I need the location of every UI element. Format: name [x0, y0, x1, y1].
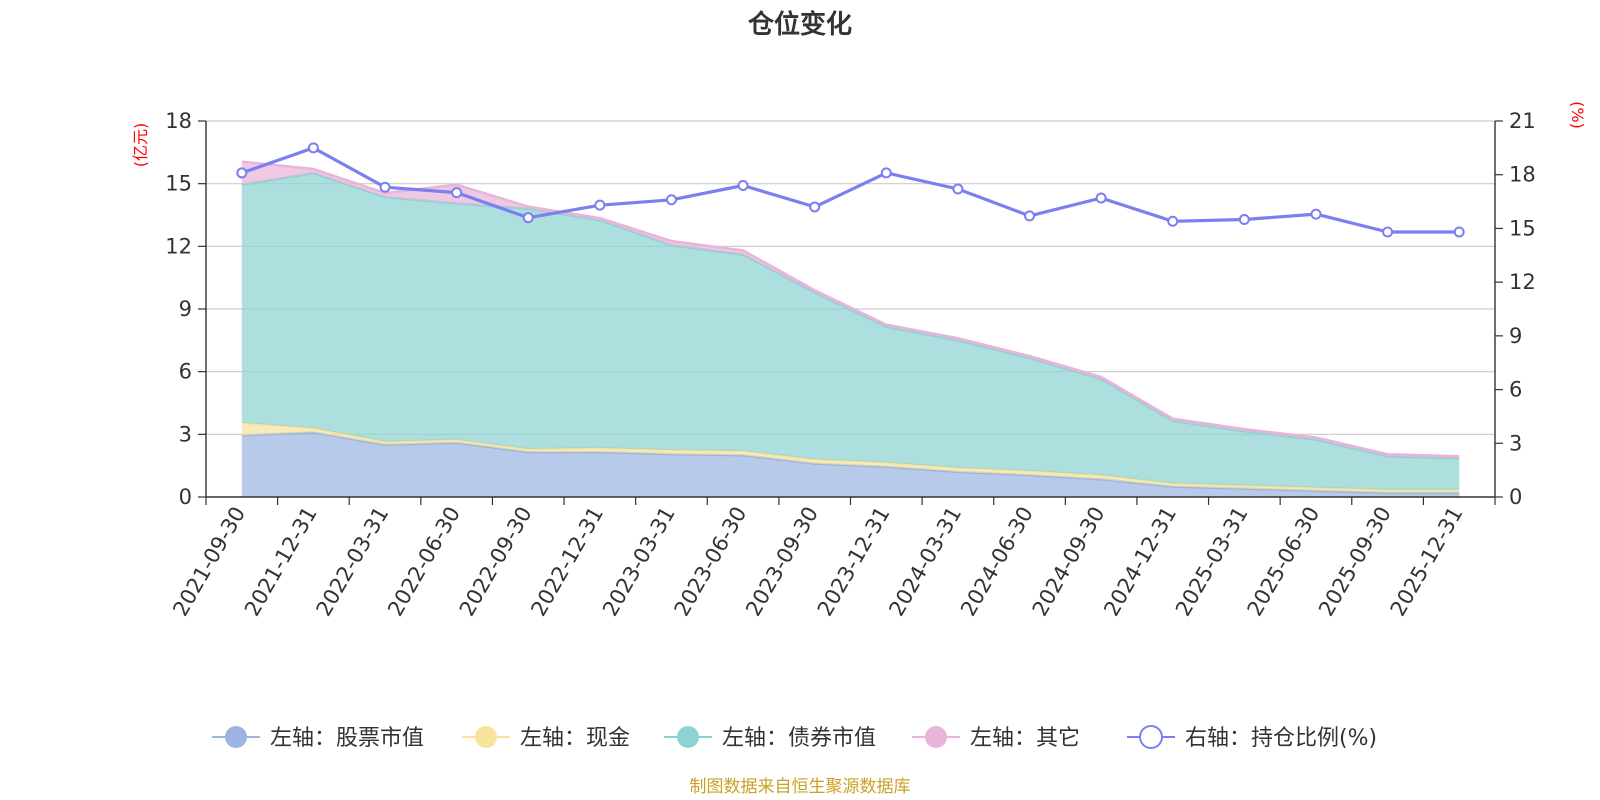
area-edge-左轴：其它	[241, 160, 1460, 458]
x-axis-tick-label: 2024-06-30	[956, 503, 1038, 621]
right-axis-tick-label: 6	[1509, 378, 1522, 402]
right-axis-tick-label: 3	[1509, 431, 1522, 455]
ratio-point	[594, 199, 606, 211]
ratio-point	[1167, 215, 1179, 227]
x-axis-tick-label: 2022-12-31	[526, 503, 608, 621]
x-axis-tick-label: 2024-03-31	[884, 503, 966, 621]
legend-marker-左轴：现金	[475, 726, 497, 748]
legend-label-右轴：持仓比例(%): 右轴：持仓比例(%)	[1185, 726, 1377, 751]
x-axis-tick-label: 2025-03-31	[1171, 503, 1253, 621]
legend-marker-右轴：持仓比例(%)	[1139, 725, 1163, 749]
left-axis-tick-label: 3	[179, 422, 192, 446]
ratio-point	[1095, 192, 1107, 204]
right-axis-unit: (%)	[1568, 101, 1587, 129]
left-axis-tick-label: 6	[179, 360, 192, 384]
chart-title: 仓位变化	[747, 9, 852, 40]
data-source-note: 制图数据来自恒生聚源数据库	[690, 777, 911, 797]
ratio-series	[236, 142, 1465, 238]
ratio-point	[1024, 210, 1036, 222]
x-axis-tick-label: 2025-09-30	[1314, 503, 1396, 621]
left-axis-tick-label: 12	[165, 234, 192, 258]
ratio-point	[522, 212, 534, 224]
right-axis-tick-label: 0	[1509, 485, 1522, 509]
x-axis-tick-label: 2023-03-31	[598, 503, 680, 621]
ratio-point	[307, 142, 319, 154]
ratio-point	[952, 183, 964, 195]
left-axis-unit: (亿元)	[131, 123, 150, 168]
ratio-point	[1238, 213, 1250, 225]
x-axis-tick-label: 2021-12-31	[240, 503, 322, 621]
x-axis-tick-label: 2023-09-30	[741, 503, 823, 621]
ratio-point	[665, 194, 677, 206]
right-axis-tick-label: 12	[1509, 270, 1536, 294]
ratio-point	[809, 201, 821, 213]
x-axis-tick-label: 2022-09-30	[455, 503, 537, 621]
x-axis-tick-label: 2023-12-31	[813, 503, 895, 621]
ratio-line	[241, 146, 1460, 234]
ratio-point	[451, 187, 463, 199]
legend-label-左轴：其它: 左轴：其它	[970, 726, 1080, 751]
legend-label-左轴：现金: 左轴：现金	[520, 726, 630, 751]
ratio-point	[880, 167, 892, 179]
x-axis-tick-label: 2025-12-31	[1386, 503, 1468, 621]
x-axis-tick-label: 2025-06-30	[1242, 503, 1324, 621]
ratio-point	[1310, 208, 1322, 220]
ratio-point	[379, 181, 391, 193]
left-axis-tick-label: 18	[165, 109, 192, 133]
legend-label-左轴：股票市值: 左轴：股票市值	[270, 726, 424, 751]
legend-marker-左轴：债券市值	[677, 726, 699, 748]
left-axis-tick-label: 15	[165, 172, 192, 196]
legend-label-左轴：债券市值: 左轴：债券市值	[722, 726, 876, 751]
ratio-point	[1453, 226, 1465, 238]
right-axis-tick-label: 15	[1509, 216, 1536, 240]
stacked-areas	[241, 160, 1460, 497]
legend-marker-左轴：其它	[925, 726, 947, 748]
ratio-point	[737, 179, 749, 191]
x-axis-tick-label: 2024-09-30	[1028, 503, 1110, 621]
ratio-point	[1382, 226, 1394, 238]
x-axis-tick-label: 2024-12-31	[1099, 503, 1181, 621]
left-axis-tick-label: 0	[179, 485, 192, 509]
legend: 左轴：股票市值 左轴：现金 左轴：债券市值 左轴：其它 右轴：持仓比例(%)	[212, 725, 1377, 751]
right-axis-tick-label: 18	[1509, 163, 1536, 187]
legend-marker-左轴：股票市值	[225, 726, 247, 748]
x-axis-tick-label: 2022-03-31	[312, 503, 394, 621]
ratio-point	[236, 167, 248, 179]
right-axis-tick-label: 9	[1509, 324, 1522, 348]
right-axis-tick-label: 21	[1509, 109, 1536, 133]
left-axis-tick-label: 9	[179, 297, 192, 321]
x-axis-tick-label: 2022-06-30	[383, 503, 465, 621]
x-axis-tick-label: 2021-09-30	[168, 503, 250, 621]
x-axis-tick-label: 2023-06-30	[670, 503, 752, 621]
area-左轴：股票市值	[241, 432, 1460, 497]
